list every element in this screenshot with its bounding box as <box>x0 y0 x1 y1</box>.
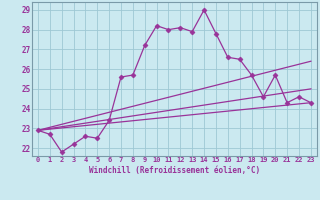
X-axis label: Windchill (Refroidissement éolien,°C): Windchill (Refroidissement éolien,°C) <box>89 166 260 175</box>
